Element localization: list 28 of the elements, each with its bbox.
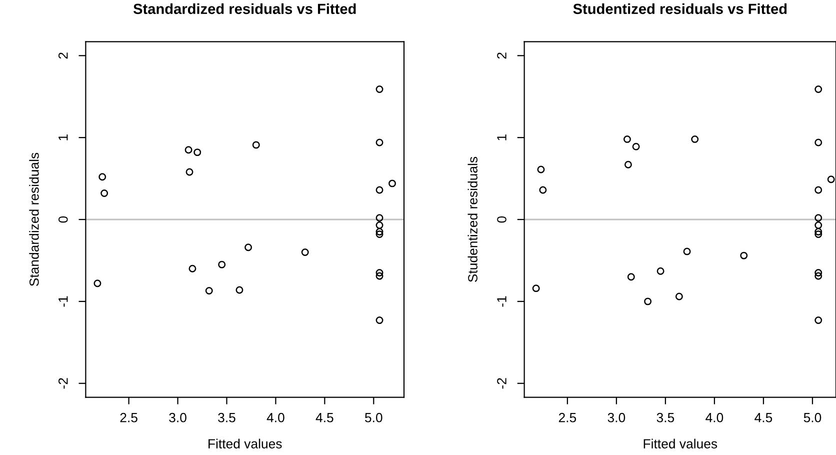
y-tick-label: 2 <box>497 52 506 59</box>
x-tick-label: 4.0 <box>266 412 284 422</box>
y-tick-label: -1 <box>497 296 506 307</box>
x-tick-label: 5.0 <box>804 412 822 422</box>
y-tick-label: 2 <box>58 52 68 59</box>
x-tick-label: 4.5 <box>316 413 334 422</box>
x-tick-label: 2.5 <box>558 412 576 422</box>
y-tick-label: -2 <box>58 378 68 389</box>
x-tick-label: 4.5 <box>754 413 772 422</box>
y-tick-label: -2 <box>497 378 506 389</box>
x-tick-label: 3.5 <box>656 412 674 422</box>
y-tick-label: -1 <box>58 296 68 307</box>
x-axis-title: Fitted values <box>644 438 718 448</box>
y-axis-title: Studentized residuals <box>468 156 478 282</box>
chart-title: Standardized residuals vs Fitted <box>133 3 356 14</box>
y-tick-label: 0 <box>58 216 68 223</box>
x-axis-title: Fitted values <box>208 438 282 448</box>
y-axis-title: Standardized residuals <box>29 152 39 286</box>
x-tick-label: 2.5 <box>120 412 138 422</box>
y-tick-label: 0 <box>497 216 506 223</box>
x-tick-label: 3.0 <box>169 412 186 422</box>
x-tick-label: 3.0 <box>608 412 626 422</box>
y-tick-label: 1 <box>497 134 506 140</box>
x-tick-label: 4.0 <box>706 412 724 422</box>
chart-title: Studentized residuals vs Fitted <box>573 3 787 14</box>
x-tick-label: 3.5 <box>218 412 236 422</box>
y-tick-label: 1 <box>58 134 68 140</box>
x-tick-label: 5.0 <box>364 412 382 422</box>
